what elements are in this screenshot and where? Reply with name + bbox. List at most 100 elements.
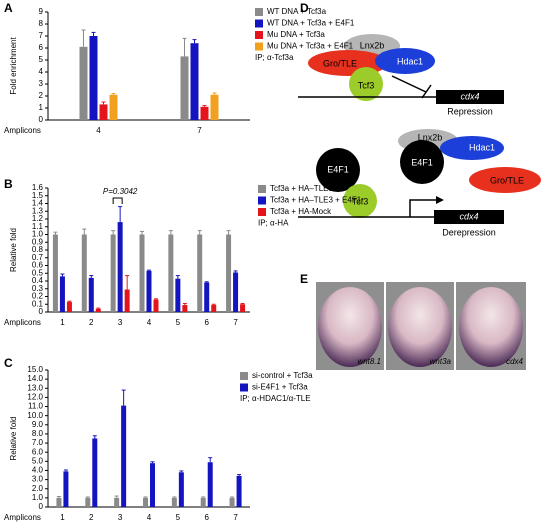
caption: Derepression (442, 227, 496, 237)
y-tick-label: 1.3 (32, 206, 44, 215)
x-tick-label: 5 (176, 513, 181, 522)
bar (117, 222, 123, 312)
bar (124, 289, 130, 312)
image-label: wnt8.1 (357, 357, 381, 366)
bar (178, 472, 184, 507)
x-tick-label: 6 (204, 513, 209, 522)
bar (89, 36, 98, 120)
y-axis-label: Fold enrichment (9, 37, 18, 95)
y-tick-label: 1 (39, 103, 44, 112)
label: Gro/TLE (323, 58, 357, 68)
bar (143, 497, 148, 507)
y-tick-label: 5 (39, 55, 44, 64)
embryo-images: wnt8.1 wnt3a cdx4 (316, 282, 526, 370)
bar (81, 234, 87, 312)
bar (171, 497, 177, 507)
legend-label: WT DNA + Tcf3a (267, 7, 327, 16)
label: Lnx2b (418, 132, 443, 142)
bar (63, 471, 69, 507)
legend-swatch (258, 185, 266, 193)
y-tick-label: 0.1 (32, 299, 44, 308)
y-tick-label: 14.0 (27, 374, 43, 383)
y-tick-label: 4.0 (32, 466, 44, 475)
bar (229, 497, 235, 507)
embryo (459, 287, 523, 367)
x-tick-label: 1 (60, 513, 65, 522)
y-tick-label: 1.0 (32, 230, 44, 239)
label: E4F1 (327, 164, 349, 174)
x-axis-label: Amplicons (4, 126, 41, 135)
label: Lnx2b (360, 40, 385, 50)
bar (95, 308, 101, 312)
y-tick-label: 9.0 (32, 420, 44, 429)
embryo (318, 287, 382, 367)
x-tick-label: 2 (89, 513, 94, 522)
bar (175, 278, 181, 312)
x-axis-label: Amplicons (4, 513, 41, 522)
bar (236, 475, 242, 507)
bar (240, 304, 246, 312)
panel-label: B (4, 177, 13, 191)
protein (375, 48, 435, 74)
bar (182, 305, 188, 312)
y-tick-label: 11.0 (28, 402, 44, 411)
y-tick-label: 10.0 (27, 411, 43, 420)
x-tick-label: 3 (118, 513, 123, 522)
legend-swatch (240, 383, 248, 392)
legend-label: Tcf3a + HA-Mock (270, 207, 332, 216)
y-tick-label: 1.4 (32, 199, 44, 208)
annotation: P=0.3042 (103, 187, 138, 196)
label: Hdac1 (397, 56, 423, 66)
y-tick-label: 2 (39, 91, 44, 100)
legend-label: si-E4F1 + Tcf3a (252, 383, 308, 392)
y-tick-label: 1.2 (32, 214, 44, 223)
bar (210, 94, 219, 120)
bar (197, 234, 203, 312)
x-tick-label: 7 (233, 318, 238, 327)
image-label: cdx4 (506, 357, 523, 366)
legend-note: IP; α-HA (258, 219, 289, 228)
bar (114, 497, 120, 507)
x-tick-label: 7 (197, 126, 202, 135)
legend-swatch (255, 31, 263, 39)
y-tick-label: 1.5 (32, 191, 44, 200)
protein (343, 184, 377, 218)
gene-box (436, 90, 504, 104)
bar (146, 270, 152, 312)
x-axis-label: Amplicons (4, 318, 41, 327)
y-tick-label: 0.3 (32, 284, 44, 293)
y-tick-label: 0.2 (32, 292, 44, 301)
legend-note: IP; α-HDAC1/α-TLE (240, 394, 311, 403)
bar (88, 277, 94, 312)
bar (207, 462, 213, 507)
bar (110, 234, 116, 312)
legend-label: Mu DNA + Tcf3a (267, 30, 325, 39)
legend-label: Tcf3a + HA–TLE3 (270, 184, 333, 193)
bar (190, 43, 199, 121)
y-tick-label: 0.5 (32, 268, 44, 277)
legend-note: IP; α-Tcf3a (255, 53, 294, 62)
y-axis-label: Relative fold (9, 416, 18, 460)
bar (66, 301, 72, 312)
bar (121, 405, 127, 507)
y-tick-label: 5.0 (32, 456, 44, 465)
y-tick-label: 0.6 (32, 261, 44, 270)
y-tick-label: 2.0 (32, 484, 44, 493)
protein (400, 140, 444, 184)
protein (440, 136, 504, 160)
bar (52, 234, 58, 312)
embryo (388, 287, 452, 367)
label: Hdac1 (469, 142, 495, 152)
x-tick-label: 4 (147, 513, 152, 522)
gene-box (434, 210, 504, 224)
y-tick-label: 3.0 (32, 475, 44, 484)
x-tick-label: 2 (89, 318, 94, 327)
y-tick-label: 8.0 (32, 429, 44, 438)
y-tick-label: 7 (39, 31, 44, 40)
y-tick-label: 0.7 (32, 253, 44, 262)
protein (469, 167, 541, 193)
bar (56, 497, 62, 507)
label: cdx4 (459, 211, 478, 221)
label: E4F1 (411, 157, 433, 167)
y-tick-label: 9 (39, 7, 44, 16)
